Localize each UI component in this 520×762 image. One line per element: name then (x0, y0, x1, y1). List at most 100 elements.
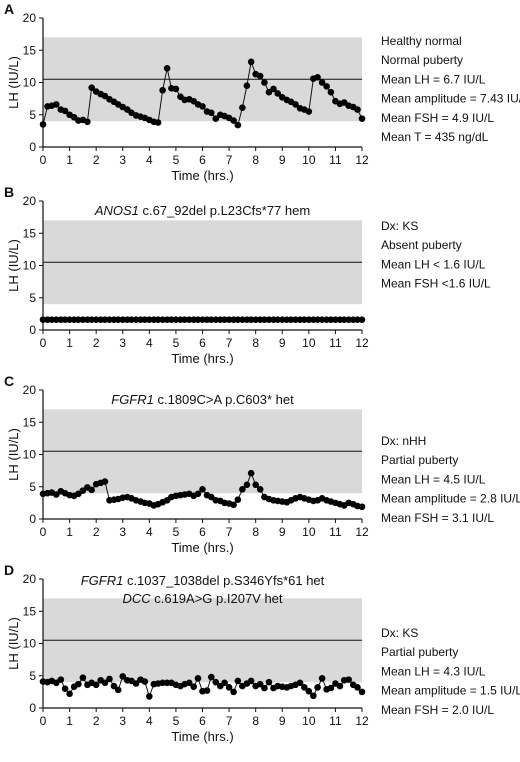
panel-b-data-point (66, 316, 73, 323)
panel-c-data-point (194, 490, 202, 498)
panel-b-data-point (287, 316, 295, 323)
panel-b-data-point (106, 316, 113, 323)
panel-c-y-tick-label: 0 (29, 512, 36, 526)
panel-b-annotation: Mean FSH <1.6 IU/L (381, 277, 491, 291)
panel-b-data-point (101, 316, 109, 323)
panel-b-y-axis-label: LH (IU/L) (6, 239, 21, 292)
panel-d-data-point (66, 690, 73, 698)
panel-a-x-axis-label: Time (hrs.) (171, 168, 233, 183)
panel-d-annotation: Mean LH = 4.3 IU/L (381, 664, 486, 678)
panel-b-data-point (168, 316, 175, 323)
panel-b-data-point (292, 316, 299, 323)
panel-d-x-tick-label: 1 (66, 714, 73, 728)
panel-d-x-tick-label: 8 (252, 714, 259, 728)
panel-c-y-tick-label: 15 (23, 415, 37, 429)
panel-d-y-tick-label: 10 (23, 637, 37, 651)
panel-d-data-point (106, 675, 113, 683)
panel-a-x-tick-label: 12 (355, 153, 369, 167)
panel-d-x-tick-label: 6 (199, 714, 206, 728)
panel-b-data-point (194, 316, 202, 323)
panel-a-data-point (172, 85, 180, 93)
panel-d-data-point (207, 673, 215, 681)
panel-d-annotation: Partial puberty (381, 645, 458, 659)
panel-d-x-tick-label: 9 (279, 714, 286, 728)
panel-d-data-point (336, 682, 344, 690)
panel-d-data-point (247, 677, 255, 685)
panel-d-title-line2-variant: c.619A>G p.I207V het (151, 591, 283, 606)
panel-d-title-variant: c.1037_1038del p.S346Yfs*61 het (123, 573, 324, 588)
panel-c-x-tick-label: 12 (355, 525, 369, 539)
panel-a-x-tick-label: 7 (226, 153, 233, 167)
panel-d-data-point (194, 675, 202, 682)
panel-b-data-point (278, 316, 286, 323)
panel-b-annotation: Absent puberty (381, 238, 462, 252)
panel-b-data-point (52, 316, 60, 323)
panel-c-data-point (358, 503, 366, 511)
panel-b-annotation: Mean LH < 1.6 IU/L (381, 257, 486, 271)
panel-b-y-tick-label: 10 (23, 259, 37, 273)
panel-a-y-tick-label: 5 (29, 108, 36, 122)
panel-d-x-tick-label: 11 (329, 714, 342, 728)
panel-d-data-point (203, 687, 211, 694)
panel-a-data-point (270, 85, 277, 93)
panel-d-data-point (92, 681, 100, 689)
panel-a-data-point (261, 79, 268, 86)
panel-d-data-point (114, 686, 122, 694)
panel-d-x-tick-label: 10 (302, 714, 316, 728)
panel-d-title-line2: DCC c.619A>G p.I207V het (122, 591, 282, 606)
panel-c-x-tick-label: 11 (329, 525, 342, 539)
panel-b-y-tick-label: 5 (29, 291, 36, 305)
panel-b-data-point (159, 316, 166, 323)
panel-a-data-point (52, 101, 60, 108)
panel-a-y-tick-label: 0 (29, 140, 36, 154)
panel-b-data-point (301, 316, 308, 323)
panel-b-data-point (79, 316, 87, 323)
panel-b-data-point (172, 316, 180, 323)
panel-b-x-tick-label: 6 (199, 336, 206, 350)
panel-d-title: FGFR1 c.1037_1038del p.S346Yfs*61 het (81, 573, 325, 588)
panel-b-data-point (88, 316, 95, 323)
panel-a-x-tick-label: 0 (40, 153, 47, 167)
panel-b-data-point (327, 316, 335, 323)
panel-a-x-tick-label: 3 (119, 153, 126, 167)
panel-d-title-line2-gene: DCC (122, 591, 151, 606)
panel-a-data-point (256, 72, 264, 80)
panel-b-title: ANOS1 c.67_92del p.L23Cfs*77 hem (94, 203, 310, 218)
panel-b-x-tick-label: 2 (93, 336, 100, 350)
panel-c-y-tick-label: 10 (23, 448, 37, 462)
panel-d-data-point (141, 678, 149, 685)
panel-b-data-point (61, 316, 69, 323)
panel-c-annotation: Mean LH = 4.5 IU/L (381, 472, 486, 486)
panel-a-y-tick-label: 20 (23, 11, 37, 25)
panel-d-data-point (146, 693, 153, 700)
panel-a-x-tick-label: 8 (252, 153, 259, 167)
panel-a-x-tick-label: 2 (93, 153, 100, 167)
panel-d-y-tick-label: 15 (23, 604, 37, 618)
panel-b-y-tick-label: 20 (23, 194, 37, 208)
panel-b-data-point (48, 316, 56, 323)
panel-b-data-point (354, 316, 361, 323)
panel-b-data-point (274, 316, 282, 323)
panel-b-x-tick-label: 11 (329, 336, 342, 350)
panel-d-data-point (327, 684, 335, 692)
panel-d-data-point (61, 685, 69, 692)
panel-b-data-point (221, 316, 228, 323)
panel-d-x-tick-label: 0 (40, 714, 47, 728)
panel-b-title-variant: c.67_92del p.L23Cfs*77 hem (139, 203, 310, 218)
panel-c-y-tick-label: 5 (29, 480, 36, 494)
panel-b-data-point (212, 316, 220, 323)
panel-a-x-tick-label: 11 (329, 153, 342, 167)
panel-b-data-point (261, 316, 268, 323)
panel-a-data-point (234, 121, 242, 129)
panel-a-data-point (318, 79, 326, 86)
panel-b-data-point (225, 316, 233, 323)
panel-c-x-tick-label: 9 (279, 525, 286, 539)
panel-a-data-point (230, 117, 237, 124)
panel-a-x-tick-label: 10 (302, 153, 316, 167)
panel-c-data-point (247, 469, 255, 477)
panel-b-x-tick-label: 1 (66, 336, 73, 350)
panel-c-y-tick-label: 20 (23, 383, 37, 397)
panel-b-data-point (234, 316, 242, 323)
